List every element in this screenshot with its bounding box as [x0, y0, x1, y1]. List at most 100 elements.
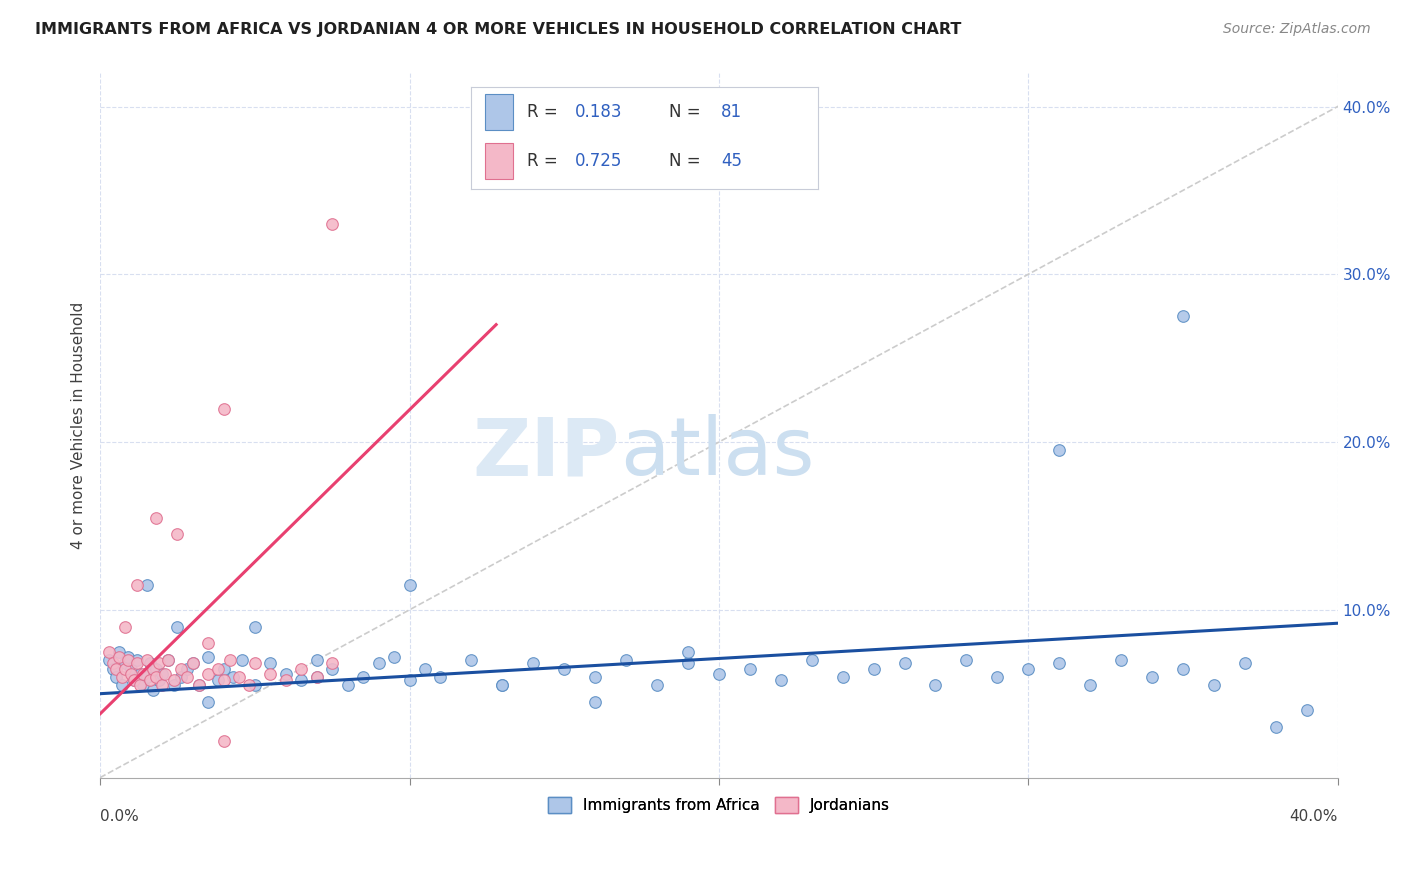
- Immigrants from Africa: [831, 670, 853, 684]
- Immigrants from Africa: [305, 653, 328, 667]
- Immigrants from Africa: [429, 670, 451, 684]
- Jordanians: [163, 673, 186, 688]
- Immigrants from Africa: [222, 670, 245, 684]
- Immigrants from Africa: [142, 683, 165, 698]
- Immigrants from Africa: [491, 678, 513, 692]
- Jordanians: [129, 678, 152, 692]
- Immigrants from Africa: [104, 670, 127, 684]
- Jordanians: [145, 510, 167, 524]
- Immigrants from Africa: [1233, 657, 1256, 671]
- Jordanians: [138, 673, 160, 688]
- Jordanians: [290, 661, 312, 675]
- Jordanians: [321, 657, 343, 671]
- Jordanians: [321, 217, 343, 231]
- Immigrants from Africa: [163, 678, 186, 692]
- Immigrants from Africa: [398, 673, 420, 688]
- Jordanians: [157, 653, 180, 667]
- Jordanians: [207, 661, 229, 675]
- Jordanians: [148, 657, 170, 671]
- Immigrants from Africa: [1109, 653, 1132, 667]
- Jordanians: [122, 673, 145, 688]
- Immigrants from Africa: [166, 619, 188, 633]
- Immigrants from Africa: [676, 657, 699, 671]
- Jordanians: [127, 657, 149, 671]
- Text: atlas: atlas: [620, 415, 814, 492]
- Immigrants from Africa: [382, 649, 405, 664]
- Jordanians: [219, 653, 242, 667]
- Immigrants from Africa: [120, 661, 142, 675]
- Immigrants from Africa: [707, 666, 730, 681]
- Jordanians: [104, 661, 127, 675]
- Immigrants from Africa: [336, 678, 359, 692]
- Text: Source: ZipAtlas.com: Source: ZipAtlas.com: [1223, 22, 1371, 37]
- Immigrants from Africa: [188, 678, 211, 692]
- Immigrants from Africa: [1264, 720, 1286, 734]
- Immigrants from Africa: [1047, 657, 1070, 671]
- Immigrants from Africa: [862, 661, 884, 675]
- Y-axis label: 4 or more Vehicles in Household: 4 or more Vehicles in Household: [72, 301, 86, 549]
- Immigrants from Africa: [321, 661, 343, 675]
- Jordanians: [117, 653, 139, 667]
- Immigrants from Africa: [413, 661, 436, 675]
- Immigrants from Africa: [290, 673, 312, 688]
- Immigrants from Africa: [769, 673, 792, 688]
- Jordanians: [101, 657, 124, 671]
- Jordanians: [238, 678, 260, 692]
- Jordanians: [188, 678, 211, 692]
- Immigrants from Africa: [398, 577, 420, 591]
- Immigrants from Africa: [129, 666, 152, 681]
- Jordanians: [169, 661, 191, 675]
- Jordanians: [132, 666, 155, 681]
- Immigrants from Africa: [274, 666, 297, 681]
- Immigrants from Africa: [157, 653, 180, 667]
- Immigrants from Africa: [197, 649, 219, 664]
- Immigrants from Africa: [207, 673, 229, 688]
- Immigrants from Africa: [122, 673, 145, 688]
- Immigrants from Africa: [111, 678, 134, 692]
- Immigrants from Africa: [460, 653, 482, 667]
- Jordanians: [150, 678, 173, 692]
- Jordanians: [197, 666, 219, 681]
- Jordanians: [114, 619, 136, 633]
- Immigrants from Africa: [169, 670, 191, 684]
- Immigrants from Africa: [986, 670, 1008, 684]
- Jordanians: [111, 670, 134, 684]
- Immigrants from Africa: [1171, 661, 1194, 675]
- Jordanians: [127, 577, 149, 591]
- Immigrants from Africa: [243, 678, 266, 692]
- Immigrants from Africa: [145, 661, 167, 675]
- Jordanians: [197, 636, 219, 650]
- Immigrants from Africa: [98, 653, 121, 667]
- Immigrants from Africa: [1140, 670, 1163, 684]
- Jordanians: [176, 670, 198, 684]
- Jordanians: [243, 657, 266, 671]
- Jordanians: [98, 645, 121, 659]
- Immigrants from Africa: [1047, 443, 1070, 458]
- Immigrants from Africa: [138, 657, 160, 671]
- Immigrants from Africa: [553, 661, 575, 675]
- Jordanians: [135, 653, 157, 667]
- Immigrants from Africa: [645, 678, 668, 692]
- Text: IMMIGRANTS FROM AFRICA VS JORDANIAN 4 OR MORE VEHICLES IN HOUSEHOLD CORRELATION : IMMIGRANTS FROM AFRICA VS JORDANIAN 4 OR…: [35, 22, 962, 37]
- Text: 0.0%: 0.0%: [100, 809, 139, 824]
- Immigrants from Africa: [107, 645, 129, 659]
- Jordanians: [142, 661, 165, 675]
- Immigrants from Africa: [583, 670, 606, 684]
- Immigrants from Africa: [583, 695, 606, 709]
- Immigrants from Africa: [132, 678, 155, 692]
- Text: ZIP: ZIP: [472, 415, 620, 492]
- Legend: Immigrants from Africa, Jordanians: Immigrants from Africa, Jordanians: [541, 791, 896, 819]
- Text: 40.0%: 40.0%: [1289, 809, 1337, 824]
- Immigrants from Africa: [117, 649, 139, 664]
- Immigrants from Africa: [676, 645, 699, 659]
- Immigrants from Africa: [197, 695, 219, 709]
- Jordanians: [181, 657, 204, 671]
- Immigrants from Africa: [738, 661, 761, 675]
- Immigrants from Africa: [352, 670, 374, 684]
- Immigrants from Africa: [893, 657, 915, 671]
- Jordanians: [305, 670, 328, 684]
- Immigrants from Africa: [259, 657, 281, 671]
- Immigrants from Africa: [150, 666, 173, 681]
- Immigrants from Africa: [243, 619, 266, 633]
- Immigrants from Africa: [135, 670, 157, 684]
